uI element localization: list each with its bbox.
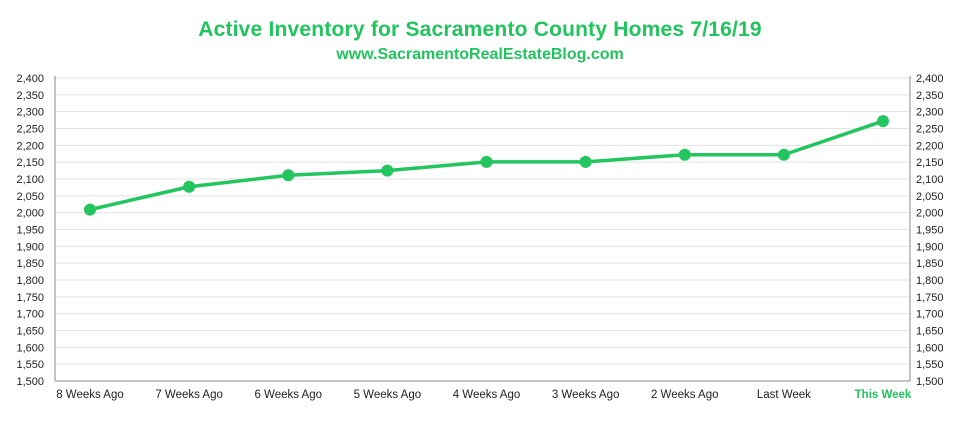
y-tick-label-right: 1,850	[916, 258, 944, 270]
y-tick-label: 2,100	[16, 174, 44, 186]
x-tick-label: 7 Weeks Ago	[155, 389, 223, 401]
y-tick-label-right: 1,650	[916, 326, 944, 338]
y-tick-label-right: 1,800	[916, 275, 944, 287]
y-tick-label: 1,850	[16, 258, 44, 270]
y-tick-label: 1,500	[16, 376, 44, 388]
y-tick-label: 2,250	[16, 124, 44, 136]
y-tick-label-right: 2,350	[916, 90, 944, 102]
y-tick-label: 1,900	[16, 241, 44, 253]
y-tick-label: 1,950	[16, 225, 44, 237]
y-tick-label-right: 1,550	[916, 359, 944, 371]
data-point	[579, 155, 592, 168]
x-tick-label: 6 Weeks Ago	[254, 389, 322, 401]
y-tick-label-right: 2,050	[916, 191, 944, 203]
y-tick-label: 2,000	[16, 208, 44, 220]
y-tick-label-right: 1,950	[916, 225, 944, 237]
y-tick-label: 2,350	[16, 90, 44, 102]
axes	[54, 76, 911, 382]
y-tick-label: 1,700	[16, 309, 44, 321]
y-tick-label: 1,750	[16, 292, 44, 304]
y-tick-label-right: 1,500	[916, 376, 944, 388]
data-point	[282, 169, 295, 182]
x-tick-label: This Week	[855, 389, 912, 401]
data-point	[678, 148, 691, 161]
data-point	[877, 115, 889, 128]
y-tick-label-right: 1,900	[916, 241, 944, 253]
y-tick-label: 2,150	[16, 157, 44, 169]
y-tick-label-right: 2,400	[916, 73, 944, 85]
y-axis-left-labels: 1,500 1,550 1,600 1,650 1,700 1,750 1,800 1,850…	[16, 73, 44, 388]
series-group	[84, 115, 889, 216]
y-tick-label: 1,800	[16, 275, 44, 287]
gridlines	[55, 77, 910, 365]
chart-subtitle: www.SacramentoRealEstateBlog.com	[336, 46, 624, 63]
y-tick-label-right: 2,200	[916, 140, 944, 152]
chart-title: Active Inventory for Sacramento County H…	[198, 18, 762, 41]
y-tick-label: 1,600	[16, 342, 44, 354]
y-tick-label: 1,650	[16, 326, 44, 338]
y-tick-label-right: 2,300	[916, 107, 944, 119]
y-tick-label-right: 1,700	[916, 309, 944, 321]
data-point	[381, 164, 394, 177]
x-axis-labels: 8 Weeks Ago 7 Weeks Ago 6 Weeks Ago 5 Weeks…	[56, 389, 912, 401]
x-tick-label: 8 Weeks Ago	[56, 389, 124, 401]
data-point	[84, 203, 96, 216]
data-point	[777, 148, 790, 161]
y-tick-label-right: 1,600	[916, 342, 944, 354]
y-tick-label-right: 2,150	[916, 157, 944, 169]
y-tick-label-right: 2,250	[916, 124, 944, 136]
y-tick-label: 2,200	[16, 140, 44, 152]
x-tick-label: 2 Weeks Ago	[651, 389, 719, 401]
y-tick-label: 2,300	[16, 107, 44, 119]
y-axis-right-labels: 1,500 1,550 1,600 1,650 1,700 1,750 1,800 1,850…	[916, 73, 944, 388]
x-tick-label: Last Week	[757, 389, 811, 401]
data-point	[183, 180, 196, 193]
x-tick-label: 5 Weeks Ago	[354, 389, 422, 401]
y-tick-label-right: 2,100	[916, 174, 944, 186]
y-tick-label: 2,400	[16, 73, 44, 85]
y-tick-label: 1,550	[16, 359, 44, 371]
y-tick-label-right: 1,750	[916, 292, 944, 304]
x-tick-label: 3 Weeks Ago	[552, 389, 620, 401]
x-tick-label: 4 Weeks Ago	[453, 389, 521, 401]
data-point	[480, 155, 493, 168]
y-tick-label-right: 2,000	[916, 208, 944, 220]
y-tick-label: 2,050	[16, 191, 44, 203]
